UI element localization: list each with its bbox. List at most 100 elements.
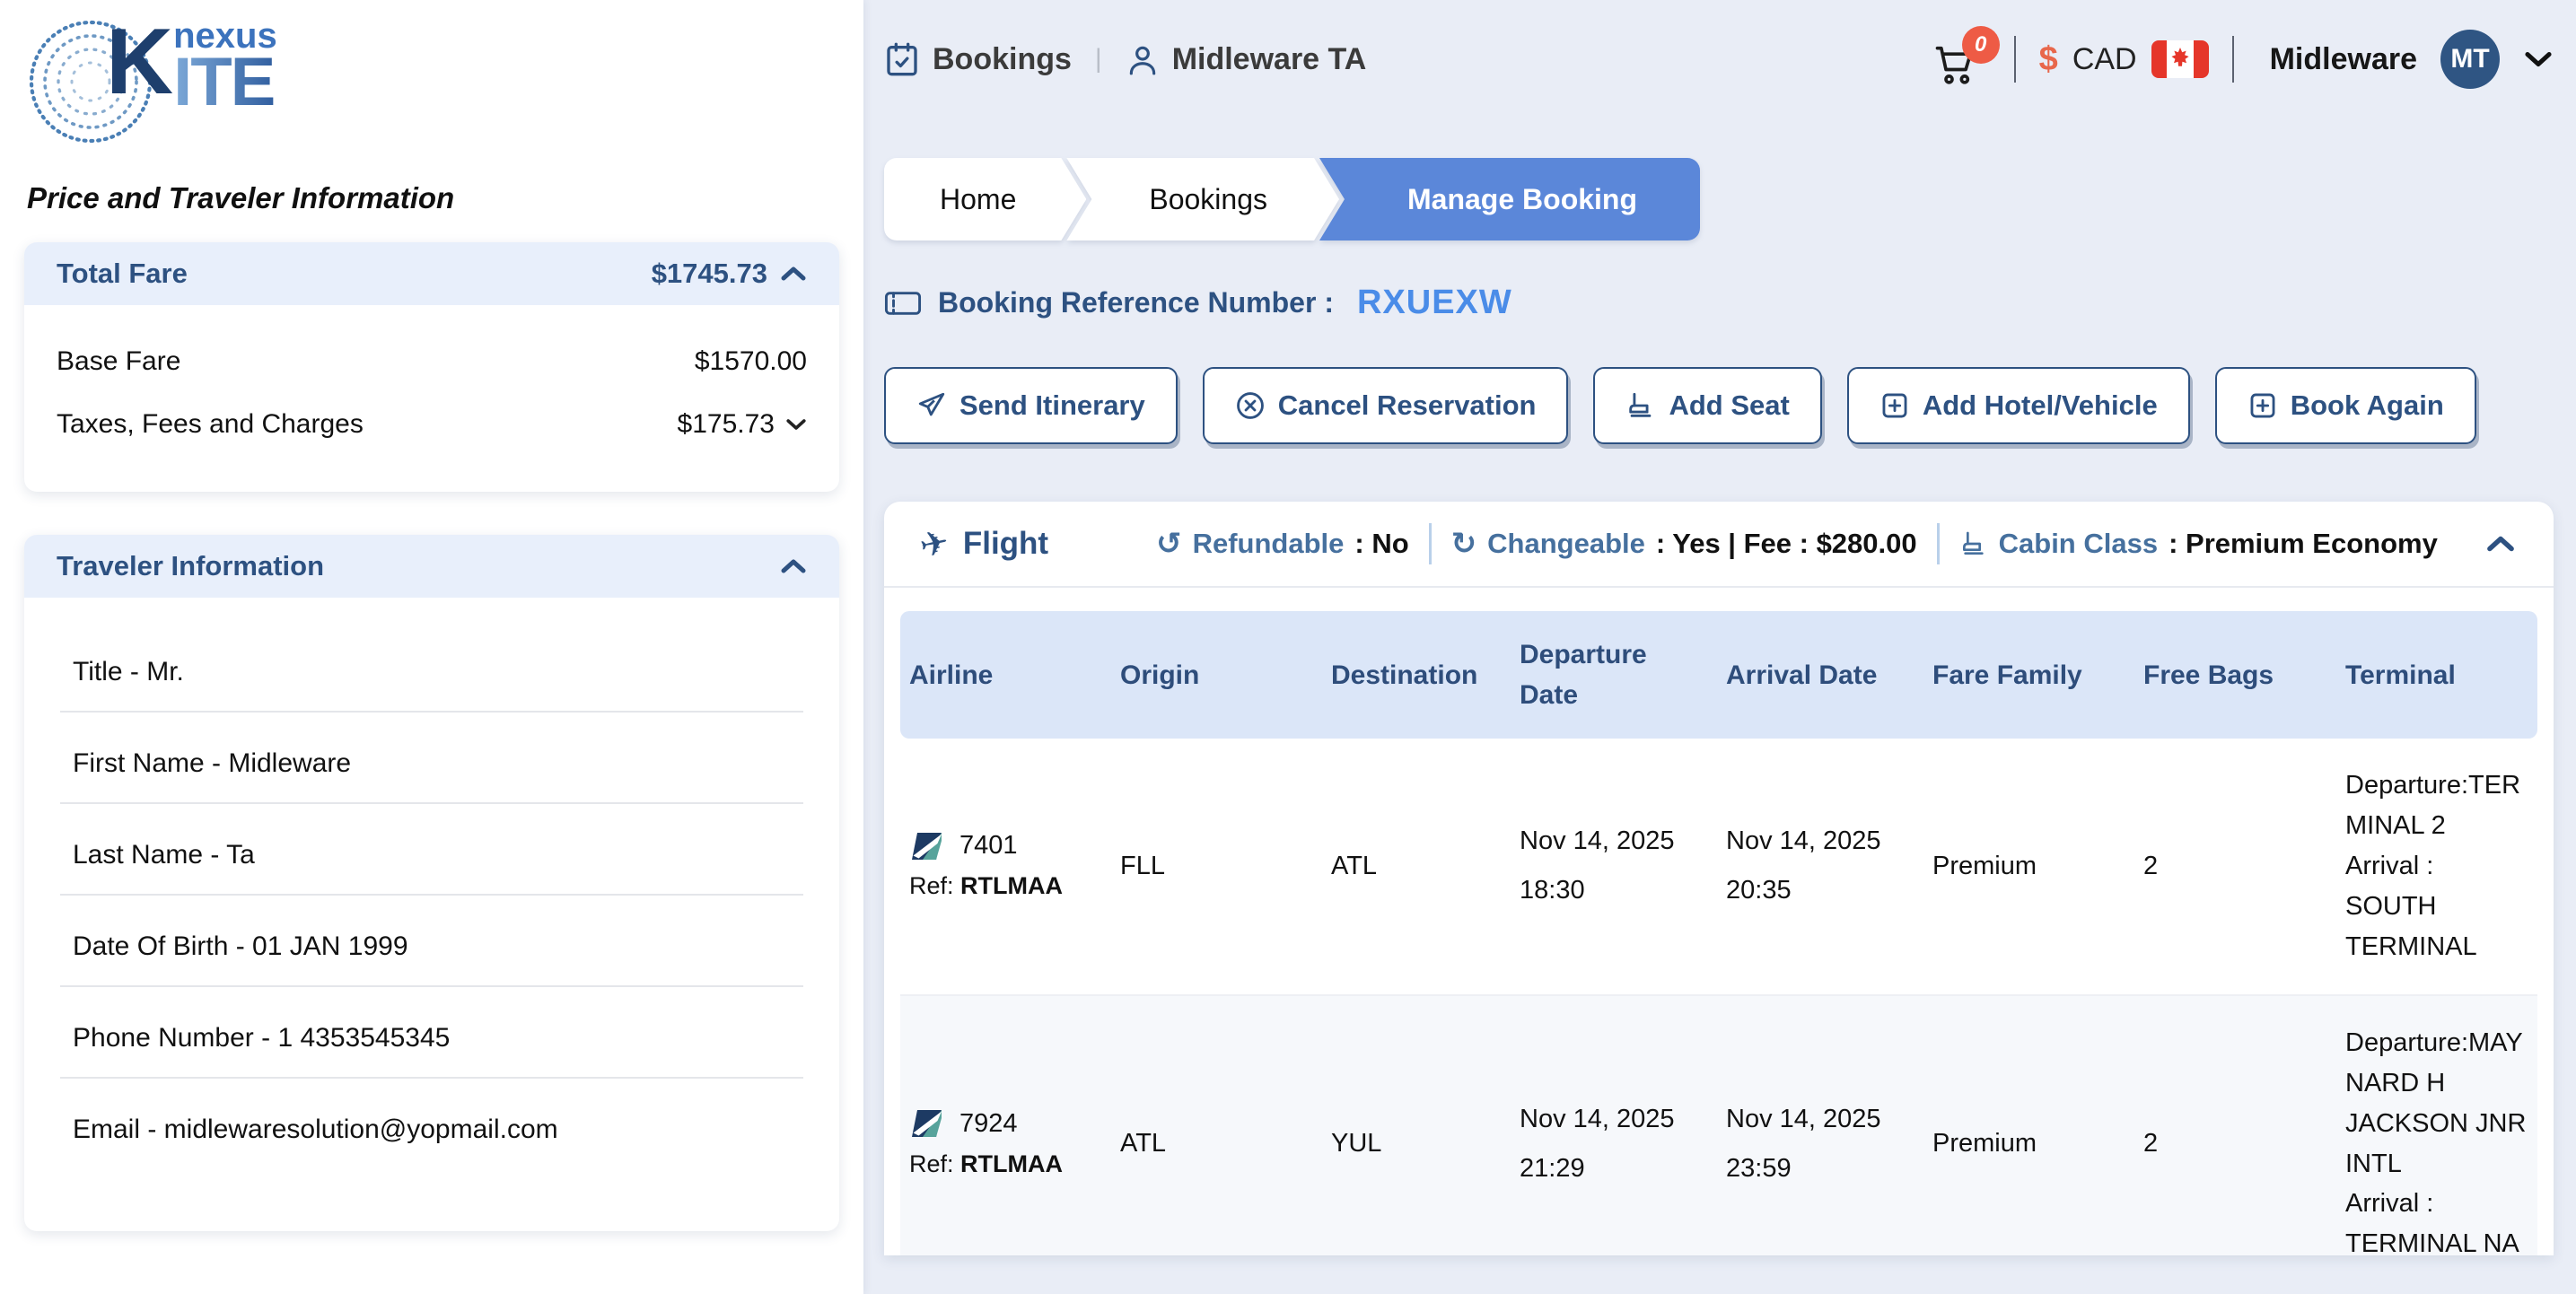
nav-bookings[interactable]: Bookings — [884, 41, 1072, 77]
col-origin: Origin — [1120, 660, 1200, 690]
taxes-row: Taxes, Fees and Charges $175.73 — [57, 393, 807, 456]
dollar-icon: $ — [2038, 39, 2058, 78]
terminal-arrival: Arrival : SOUTH TERMINAL — [2345, 851, 2477, 961]
avatar[interactable]: MT — [2440, 30, 2500, 89]
action-buttons: Send Itinerary Cancel Reservation Add Se… — [884, 367, 2554, 444]
price-traveler-heading: Price and Traveler Information — [27, 181, 455, 214]
col-arrival-date: Arrival Date — [1726, 660, 1878, 690]
col-airline: Airline — [909, 660, 994, 690]
cancel-circle-icon — [1236, 392, 1264, 419]
canada-flag-icon — [2151, 40, 2209, 78]
traveler-email: Email - midlewaresolution@yopmail.com — [73, 1115, 558, 1144]
send-itinerary-button[interactable]: Send Itinerary — [884, 367, 1178, 444]
book-again-button[interactable]: Book Again — [2214, 367, 2476, 444]
terminal-departure: Departure:MAYNARD H JACKSON JNR INTL — [2345, 1027, 2527, 1178]
tab-bookings[interactable]: Bookings — [1066, 158, 1339, 240]
traveler-info-header[interactable]: Traveler Information — [24, 535, 839, 598]
total-fare-label: Total Fare — [57, 258, 188, 289]
flight-table: Airline Origin Destination Departure Dat… — [900, 611, 2537, 1255]
airline-logo-icon — [912, 832, 942, 860]
departure-date: Nov 14, 2025 — [1520, 1104, 1675, 1133]
chevron-up-icon[interactable] — [780, 557, 807, 575]
traveler-info-title: Traveler Information — [57, 550, 325, 581]
departure-date: Nov 14, 2025 — [1520, 826, 1675, 856]
nexus-kite-logo[interactable]: K nexus ITE — [23, 13, 863, 144]
flight-row: 7924 Ref: RTLMAA ATL YUL Nov 14, 2025 21:… — [900, 995, 2537, 1255]
flight-ref: RTLMAA — [960, 872, 1064, 900]
chevron-down-icon[interactable] — [2523, 49, 2554, 69]
flight-number: 7924 — [959, 1108, 1018, 1138]
flight-ref: RTLMAA — [960, 1150, 1064, 1177]
col-destination: Destination — [1331, 660, 1478, 690]
traveler-title: Title - Mr. — [60, 644, 803, 713]
flight-row: 7401 Ref: RTLMAA FLL ATL Nov 14, 2025 18:… — [900, 739, 2537, 996]
total-fare-header[interactable]: Total Fare $1745.73 — [24, 242, 839, 305]
booking-reference: Booking Reference Number : RXUEXW — [884, 284, 2554, 322]
terminal-departure: Departure:TERMINAL 2 — [2345, 771, 2521, 840]
traveler-info-card: Traveler Information Title - Mr. First N… — [24, 535, 839, 1231]
top-header: Bookings | Midleware TA 0 $ CAD — [884, 0, 2554, 118]
booking-reference-value: RXUEXW — [1356, 284, 1512, 321]
departure-time: 21:29 — [1520, 1153, 1585, 1183]
chevron-up-icon[interactable] — [780, 265, 807, 283]
free-bags: 2 — [2143, 851, 2159, 880]
taxes-label: Taxes, Fees and Charges — [57, 409, 364, 439]
collapse-chevron-up-icon[interactable] — [2485, 534, 2516, 554]
base-fare-value: $1570.00 — [694, 346, 807, 376]
logo-ite: ITE — [173, 48, 277, 117]
divider — [2013, 36, 2016, 83]
destination: YUL — [1331, 1129, 1382, 1158]
origin: FLL — [1120, 851, 1165, 880]
cart-count-badge: 0 — [1961, 26, 2000, 64]
col-free-bags: Free Bags — [2143, 660, 2274, 690]
divider — [1936, 523, 1940, 564]
currency-code: CAD — [2072, 41, 2137, 76]
col-terminal: Terminal — [2345, 660, 2456, 690]
departure-time: 18:30 — [1520, 876, 1585, 905]
seat-icon — [1629, 392, 1652, 417]
tab-manage-booking[interactable]: Manage Booking — [1319, 158, 1701, 240]
cart-button[interactable]: 0 — [1932, 26, 2000, 87]
person-icon — [1129, 46, 1155, 75]
free-bags: 2 — [2143, 1129, 2159, 1158]
currency-selector[interactable]: $ CAD — [2039, 40, 2209, 79]
refresh-ccw-icon: ↺ — [1156, 526, 1182, 562]
add-hotel-vehicle-button[interactable]: Add Hotel/Vehicle — [1846, 367, 2190, 444]
plus-square-icon — [2250, 393, 2275, 418]
fare-family: Premium — [1932, 851, 2037, 880]
chevron-down-icon[interactable] — [785, 417, 807, 432]
add-seat-button[interactable]: Add Seat — [1593, 367, 1822, 444]
breadcrumb: Home Bookings Manage Booking — [884, 158, 1701, 240]
globe-dots-icon — [29, 20, 153, 144]
logo-nexus: nexus — [173, 16, 277, 56]
divider — [1428, 523, 1432, 564]
refresh-cw-icon: ↻ — [1450, 526, 1477, 562]
taxes-value: $175.73 — [677, 409, 775, 439]
send-icon — [918, 392, 945, 416]
booking-reference-label: Booking Reference Number : — [938, 286, 1334, 319]
calendar-check-icon — [887, 42, 917, 76]
flight-number: 7401 — [959, 831, 1018, 861]
terminal-arrival: Arrival : TERMINAL NA — [2345, 1189, 2519, 1255]
traveler-phone: Phone Number - 1 4353545345 — [60, 1010, 803, 1079]
traveler-last-name: Last Name - Ta — [60, 827, 803, 896]
agent-name[interactable]: Midleware TA — [1126, 42, 1366, 77]
divider — [2231, 36, 2234, 83]
header-divider: | — [1094, 44, 1102, 74]
arrival-date: Nov 14, 2025 — [1726, 1104, 1881, 1133]
cabin-class-info: Cabin Class : Premium Economy — [1959, 528, 2438, 560]
refundable-info: ↺ Refundable : No — [1156, 526, 1409, 562]
traveler-first-name: First Name - Midleware — [60, 736, 803, 804]
tab-home[interactable]: Home — [884, 158, 1086, 240]
flight-title: ✈ Flight — [916, 522, 1049, 566]
cancel-reservation-button[interactable]: Cancel Reservation — [1202, 367, 1569, 444]
main-content: Bookings | Midleware TA 0 $ CAD — [863, 0, 2576, 1294]
flight-panel: ✈ Flight ↺ Refundable : No ↻ Changeable … — [884, 502, 2554, 1255]
ticket-icon — [884, 291, 922, 315]
flight-panel-header: ✈ Flight ↺ Refundable : No ↻ Changeable … — [884, 502, 2554, 588]
col-departure-date: Departure Date — [1520, 640, 1647, 710]
total-fare-amount: $1745.73 — [651, 258, 767, 289]
changeable-info: ↻ Changeable : Yes | Fee : $280.00 — [1450, 526, 1917, 562]
flight-table-header: Airline Origin Destination Departure Dat… — [900, 611, 2537, 739]
traveler-dob: Date Of Birth - 01 JAN 1999 — [60, 919, 803, 987]
